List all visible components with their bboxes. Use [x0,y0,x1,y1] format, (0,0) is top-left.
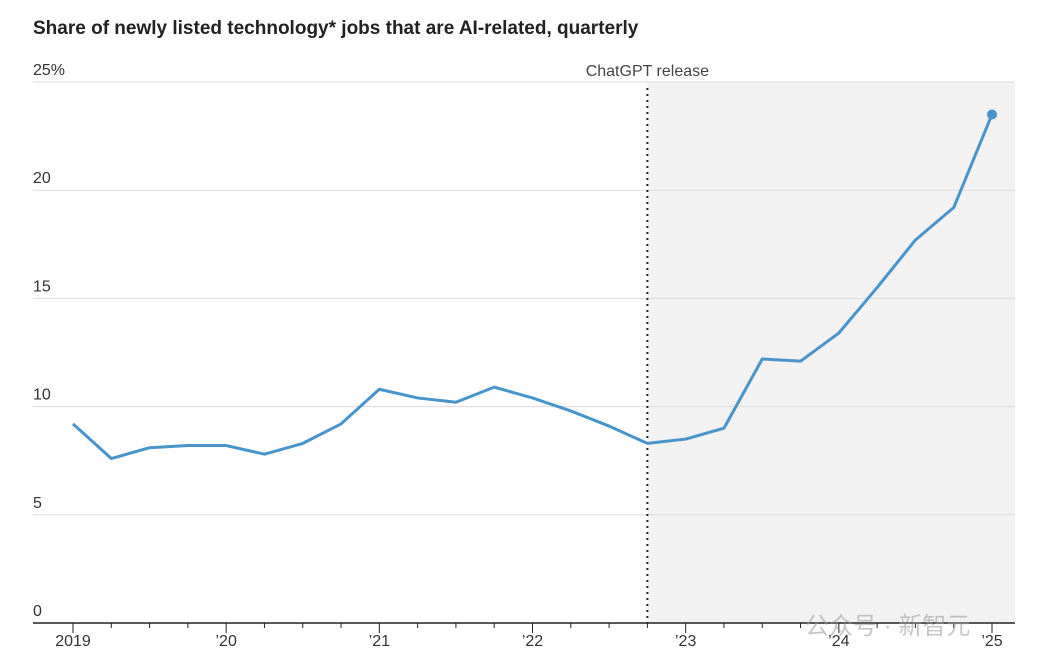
data-line [71,113,994,461]
x-tick-label: ’25 [981,633,1002,650]
shaded-period [647,82,1015,623]
y-tick-label: 25% [33,62,65,79]
y-tick-label: 10 [33,387,51,404]
x-tick-label: ’21 [369,633,390,650]
y-tick-label: 5 [33,495,42,512]
y-tick-label: 20 [33,170,51,187]
x-tick-label: ’23 [675,633,696,650]
y-tick-label: 15 [33,278,51,295]
watermark: 公众号 · 新智元 [805,613,970,640]
x-tick-label: ’20 [215,633,236,650]
x-tick-label: ’22 [522,633,543,650]
chart-title: Share of newly listed technology* jobs t… [33,18,639,39]
x-tick-label: 2019 [55,633,91,650]
end-point [987,109,997,120]
x-tick-label: ’24 [828,633,849,650]
y-tick-label: 0 [33,603,42,620]
annotation-label: ChatGPT release [586,63,709,80]
